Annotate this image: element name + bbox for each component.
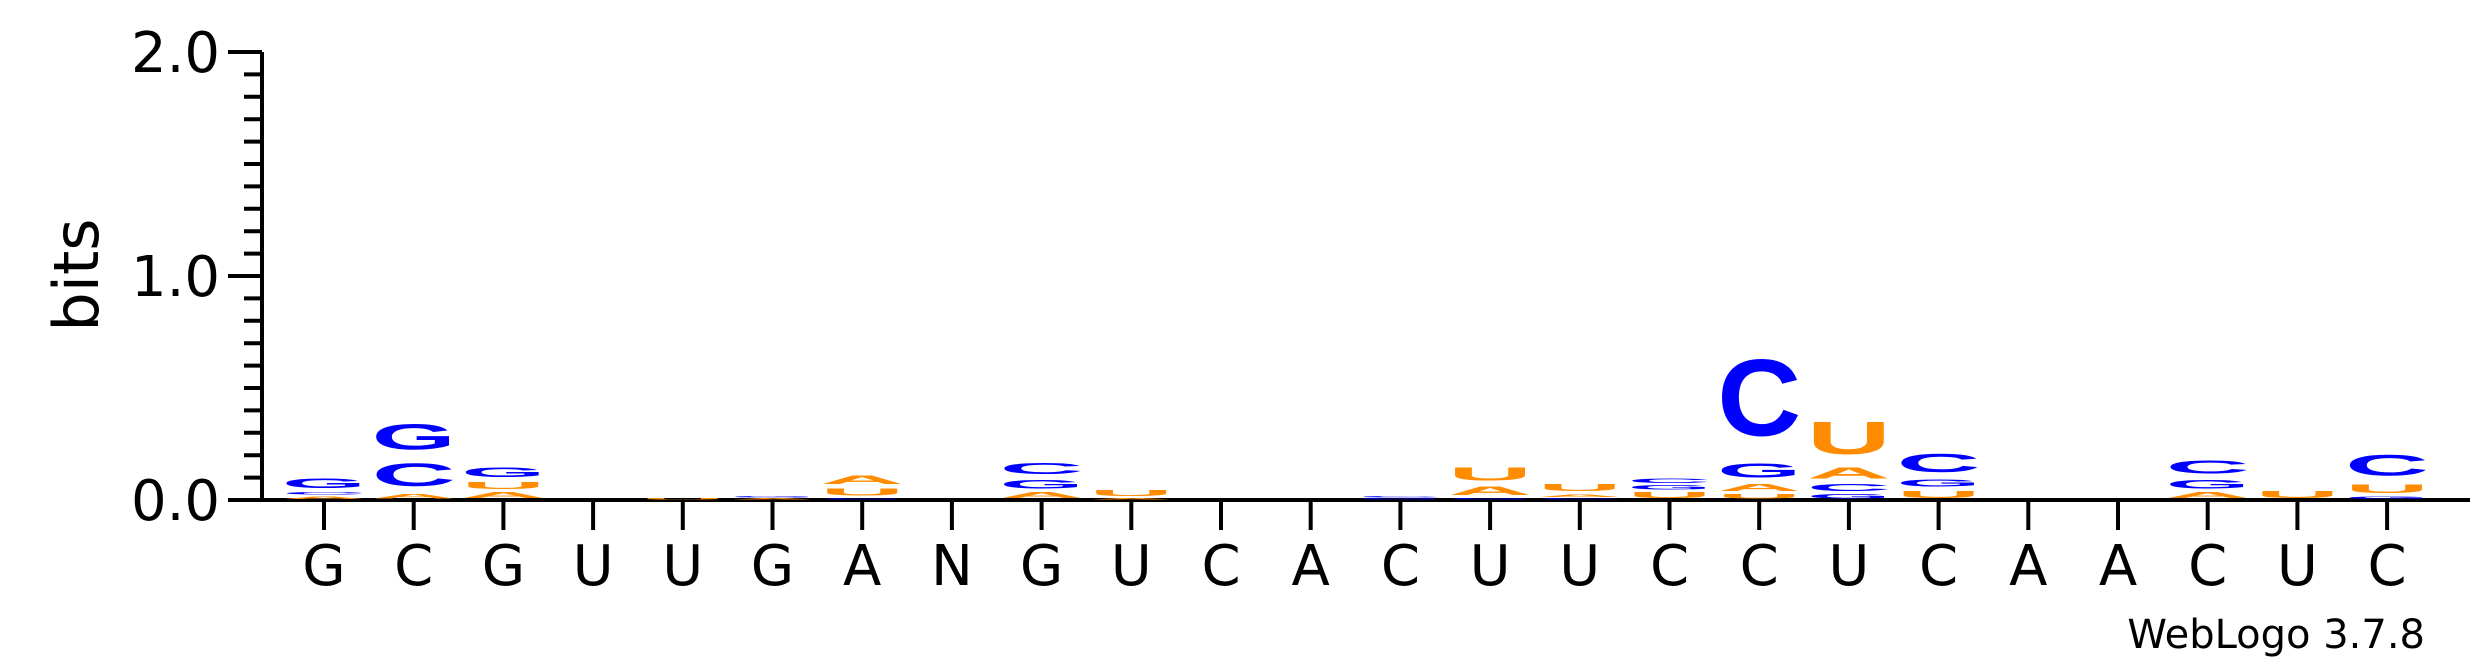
logo-letter: C [2166,457,2250,477]
logo-letter: U [1538,482,1622,493]
x-tick-label: U [1828,534,1869,599]
logo-letter: A [1538,493,1622,497]
logo-letter: A [2166,491,2250,500]
logo-letter: G [731,496,815,498]
logo-letter: A [372,493,456,500]
logo-letter: U [1897,489,1981,500]
logo-letter: A [1000,491,1084,500]
x-tick-label: C [1381,534,1420,599]
logo-letter: U [1448,464,1532,484]
logo-letter: A [1717,482,1801,493]
logo-letter: U [641,498,725,500]
logo-letter: C [1717,336,1801,458]
logo-letter: A [1089,498,1173,500]
x-tick-label: U [1111,534,1152,599]
x-tick-label: C [2188,534,2227,599]
logo-letter: U [1807,412,1891,463]
logo-letter: C [282,491,366,495]
x-tick-label: A [1292,534,1330,599]
logo-letter: G [1000,478,1084,491]
x-tick-label: C [1740,534,1779,599]
logo-letter: G [282,475,366,491]
logo-letter: U [2255,489,2339,500]
logo-letter: U [1628,491,1712,500]
y-axis: 0.0 1.0 2.0 [131,21,2470,534]
weblogo-credit: WebLogo 3.7.8 [2127,612,2425,658]
x-tick-label: C [2368,534,2407,599]
logo-letter: U [461,480,545,491]
logo-letter: G [1358,498,1442,500]
logo-letter: C [372,458,456,494]
x-tick-label: A [843,534,881,599]
logo-letter: C [2345,448,2429,482]
logo-letter: U [820,487,904,498]
x-tick-label: U [2277,534,2318,599]
x-tick-label: G [482,534,525,599]
logo-letter: U [1717,493,1801,500]
logo-letter: A [820,473,904,486]
x-tick-label: A [2009,534,2047,599]
logo-letter: C [1538,498,1622,500]
logo-letter: A [461,491,545,500]
logo-letter: G [461,464,545,480]
logo-letter: G [1628,484,1712,491]
x-tick-label: U [662,534,703,599]
x-tick-label: U [1559,534,1600,599]
logo-letter: A [282,496,366,500]
logo-letter: C [1000,460,1084,478]
x-tick-label: G [1020,534,1063,599]
logo-letter: C [1358,496,1442,498]
logo-letter: U [2345,482,2429,495]
y-tick-label: 0.0 [131,469,220,534]
logo-letter: A [731,498,815,500]
logo-letter: A [1807,464,1891,482]
x-tick-label: U [573,534,614,599]
x-tick-label: A [2099,534,2137,599]
logo-letter: U [1089,489,1173,498]
y-tick-label: 1.0 [131,245,220,310]
logo-letter: C [1807,482,1891,493]
y-tick-label: 2.0 [131,21,220,86]
logo-letter: G [372,417,456,457]
logo-letter: G [1717,460,1801,482]
logo-letter: G [1807,493,1891,500]
y-axis-label: bits [40,218,113,331]
x-tick-label: N [931,534,973,599]
x-tick-label: U [1470,534,1511,599]
x-tick-label: G [302,534,345,599]
x-tick-label: C [1201,534,1240,599]
x-tick-label: C [1650,534,1689,599]
x-tick-label: C [1919,534,1958,599]
x-tick-label: G [751,534,794,599]
logo-letter: G [2345,496,2429,500]
logo-letter: G [1448,498,1532,500]
logo-letter: C [1897,448,1981,477]
logo-letter: A [1448,484,1532,497]
x-tick-label: C [394,534,433,599]
logo-letter: G [1897,478,1981,489]
logo-letter: C [1628,478,1712,485]
logo-letter: C [820,498,904,500]
logo-letter: G [2166,478,2250,491]
